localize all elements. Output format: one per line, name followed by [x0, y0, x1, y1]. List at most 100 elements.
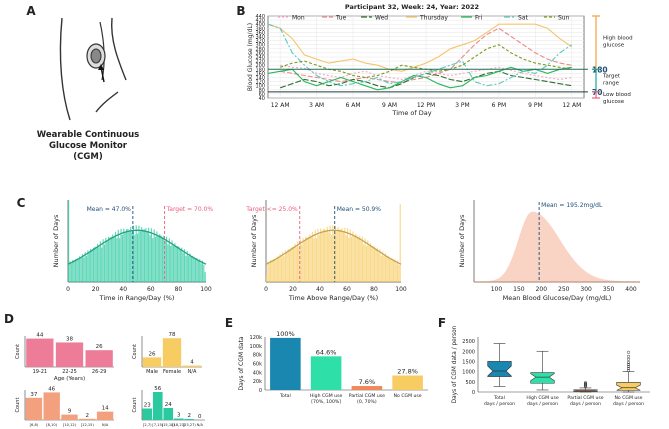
- x-tick-label: 80: [175, 286, 183, 293]
- histogram-bar: [379, 249, 381, 282]
- histogram-bar: [171, 240, 173, 282]
- histogram-bar: [193, 257, 195, 282]
- y-tick-label: 80: [259, 88, 265, 94]
- bar-value-label: 2: [86, 413, 90, 419]
- series-line-mon: [280, 64, 572, 81]
- histogram-bar: [106, 240, 108, 282]
- chart-c1: 0 20 40 60 80 100 Time in Range/Day (%) Number …: [52, 200, 213, 302]
- x-tick-label: days / person: [570, 401, 601, 407]
- x-tick-label: 3 AM: [309, 102, 324, 109]
- bar-value-label: 56: [154, 386, 161, 392]
- marker-label: Mean = 47.0%: [87, 206, 132, 213]
- histogram-bar: [310, 237, 312, 282]
- histogram-bar: [113, 237, 115, 282]
- bar-value-label: 26: [96, 344, 103, 350]
- histogram-bar: [131, 232, 133, 282]
- range-label: Target: [602, 74, 621, 80]
- panel-letter-b: B: [236, 4, 245, 18]
- histogram-bar: [120, 228, 122, 282]
- histogram-bar: [138, 225, 140, 282]
- histogram-bar: [148, 227, 150, 282]
- outlier-point: [626, 357, 631, 361]
- histogram-bar: [307, 236, 309, 282]
- chart-c3: 100 150 200 250 300 350 400 Mean Blood Glucose/…: [458, 200, 640, 302]
- y-tick-label: 360: [255, 30, 265, 36]
- histogram-bar: [384, 253, 386, 282]
- x-tick-label: 150: [513, 286, 525, 293]
- x-tick-label: No CGM use: [614, 395, 642, 401]
- x-tick-label: No CGM use: [394, 393, 422, 399]
- y-tick-label: 120k: [250, 335, 263, 341]
- x-tick-label: days / person: [527, 401, 558, 407]
- histogram-bar: [204, 272, 206, 282]
- x-tick-label: [23,27): [183, 423, 197, 427]
- panel-letter-c: C: [17, 196, 26, 210]
- histogram-bar: [70, 263, 72, 282]
- x-tick-label: 80: [370, 286, 378, 293]
- histogram-bar: [306, 237, 308, 282]
- x-tick-label: days / person: [484, 401, 515, 407]
- panel-letter-a: A: [26, 4, 36, 18]
- histogram-bar: [85, 256, 88, 282]
- histogram-bar: [145, 228, 147, 282]
- histogram-bar: [102, 239, 104, 282]
- legend-label-sun: Sun: [558, 15, 570, 22]
- x-axis-label: Mean Blood Glucose/Day (mg/dL): [503, 294, 612, 302]
- y-axis-label: Count: [132, 344, 138, 359]
- histogram-bar: [117, 229, 119, 282]
- x-tick-label: N/A: [197, 423, 204, 427]
- histogram-bar: [326, 226, 328, 282]
- histogram-bar: [342, 232, 345, 282]
- histogram-bar: [348, 238, 350, 282]
- x-tick-label: 20: [289, 286, 297, 293]
- chart-title: Participant 32, Week: 24, Year: 2022: [345, 3, 479, 11]
- histogram-bar: [163, 235, 165, 282]
- chart-d2: 26 Male 78 Female 4 N/A Count: [132, 332, 202, 375]
- x-tick-label: High CGM use: [310, 393, 343, 399]
- histogram-bar: [297, 241, 299, 282]
- outlier-point: [626, 360, 631, 365]
- histogram-bar: [186, 251, 188, 282]
- histogram-bar: [119, 238, 121, 282]
- histogram-bar: [96, 243, 99, 282]
- histogram-bar: [181, 247, 183, 282]
- histogram-bar: [345, 235, 347, 282]
- x-tick-label: Total: [279, 393, 291, 399]
- histogram-bar: [172, 245, 175, 282]
- histogram-bar: [110, 236, 112, 282]
- x-tick-label: 100: [395, 286, 407, 293]
- y-tick-label: 2000: [462, 349, 475, 355]
- histogram-bar: [374, 246, 376, 282]
- histogram-bar: [325, 230, 327, 282]
- histogram-bar: [99, 241, 101, 282]
- x-tick-label: 26-29: [92, 369, 107, 375]
- bar-value-label: 37: [30, 392, 37, 398]
- histogram-bar: [123, 228, 125, 282]
- histogram-bar: [347, 228, 349, 282]
- histogram-bar: [167, 244, 169, 282]
- histogram-bar: [160, 235, 162, 282]
- histogram-bar: [336, 231, 338, 282]
- histogram-bar: [324, 228, 326, 282]
- histogram-bar: [88, 253, 90, 282]
- legend-label-wed: Wed: [375, 15, 388, 22]
- caption-line: Wearable Continuous: [37, 130, 139, 140]
- histogram-bar: [288, 249, 291, 282]
- y-axis-label: Count: [15, 398, 21, 413]
- x-tick-label: 3 PM: [455, 102, 470, 109]
- histogram-bar: [92, 247, 95, 282]
- x-tick-label: 20: [92, 286, 100, 293]
- y-tick-label: 0: [259, 388, 262, 394]
- x-tick-label: Male: [146, 369, 158, 375]
- bar: [310, 356, 342, 390]
- histogram-bar: [330, 234, 332, 282]
- series-line-fri: [267, 66, 572, 91]
- histogram-bar: [178, 246, 180, 282]
- bar: [26, 338, 54, 367]
- y-tick-label: 80k: [253, 353, 262, 359]
- histogram-bar: [318, 234, 320, 282]
- bar: [79, 418, 96, 420]
- histogram-bar: [299, 239, 301, 282]
- histogram-bar: [344, 227, 346, 282]
- x-tick-label: 100: [491, 286, 503, 293]
